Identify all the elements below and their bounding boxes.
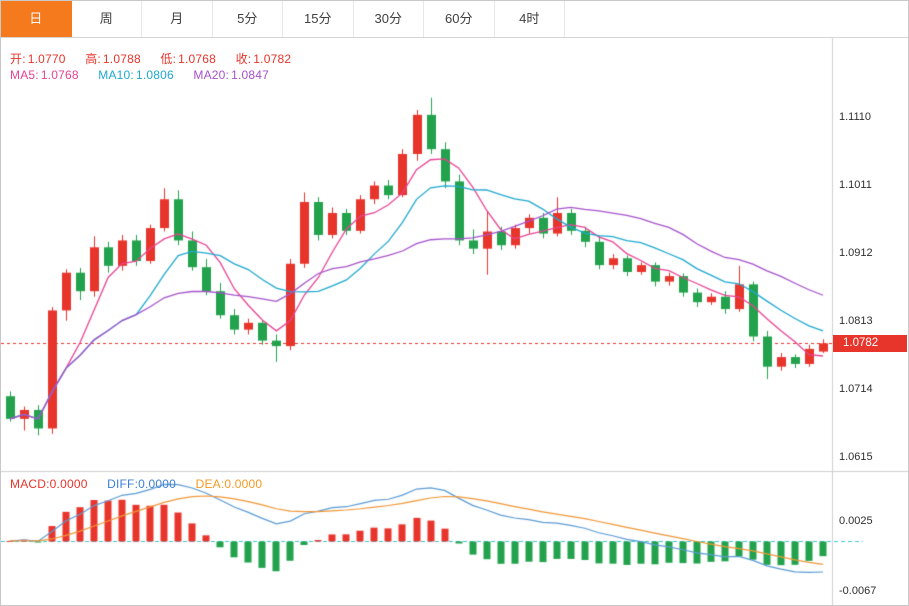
close-readout: 收: 1.0782 [235, 52, 292, 66]
low-readout: 低: 1.0768 [160, 52, 217, 66]
ma10-readout: MA10: 1.0806 [98, 68, 174, 82]
timeframe-tabbar: 日 周 月 5分 15分 30分 60分 4时 [1, 1, 908, 38]
price-axis-label: 1.0714 [839, 383, 873, 396]
dea-value-readout: DEA:0.0000 [195, 477, 263, 491]
price-axis-label: 1.1011 [839, 179, 872, 192]
tab-day[interactable]: 日 [1, 1, 72, 37]
macd-axis-label: 0.0025 [839, 514, 873, 527]
diff-value-readout: DIFF:0.0000 [107, 477, 177, 491]
price-axis-label: 1.1110 [839, 111, 872, 124]
tab-week[interactable]: 周 [71, 1, 142, 37]
tab-5min[interactable]: 5分 [212, 1, 283, 37]
macd-value-readout: MACD:0.0000 [10, 477, 88, 491]
price-axis-label: 1.0615 [839, 450, 873, 463]
current-price-badge: 1.0782 [833, 334, 907, 352]
tab-30min[interactable]: 30分 [353, 1, 424, 37]
ma-readout: MA5: 1.0768 MA10: 1.0806 MA20: 1.0847 [10, 68, 285, 82]
high-readout: 高: 1.0788 [85, 52, 141, 66]
macd-readout: MACD:0.0000 DIFF:0.0000 DEA:0.0000 [10, 477, 278, 491]
tab-4hour[interactable]: 4时 [494, 1, 565, 37]
ohlc-readout: 开: 1.0770 高: 1.0788 低: 1.0768 收: 1.0782 [10, 50, 307, 67]
macd-axis-label: -0.0067 [839, 584, 877, 597]
ma20-readout: MA20: 1.0847 [193, 68, 269, 82]
tab-month[interactable]: 月 [142, 1, 213, 37]
price-axis-label: 1.0912 [839, 247, 873, 260]
price-axis-label: 1.0813 [839, 315, 873, 328]
tab-15min[interactable]: 15分 [283, 1, 354, 37]
ma5-readout: MA5: 1.0768 [10, 68, 79, 82]
open-readout: 开: 1.0770 [10, 52, 66, 66]
tab-60min[interactable]: 60分 [424, 1, 495, 37]
